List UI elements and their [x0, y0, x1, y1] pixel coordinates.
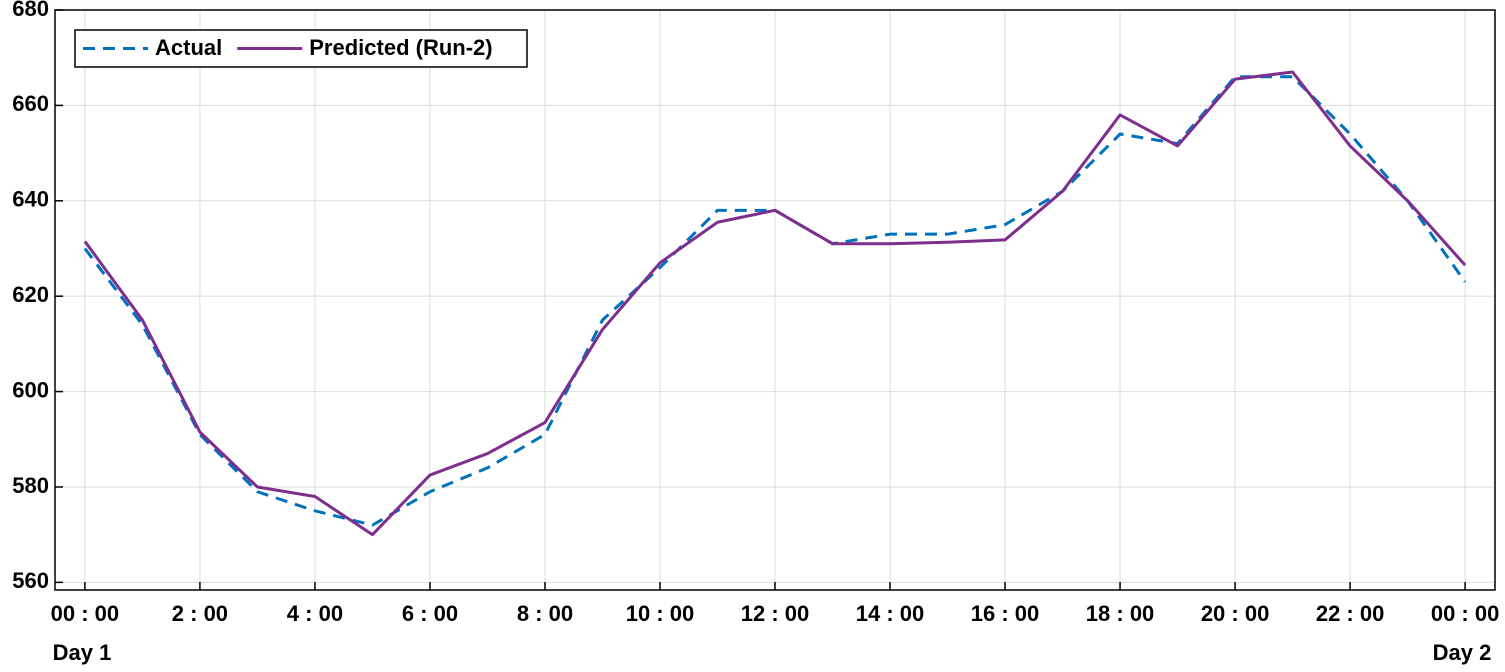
x-tick-label: 18 : 00: [1086, 601, 1155, 626]
x-tick-label: 20 : 00: [1201, 601, 1270, 626]
y-tick-label: 580: [12, 473, 49, 498]
x-tick-label: 6 : 00: [402, 601, 458, 626]
x-tick-label: 10 : 00: [626, 601, 695, 626]
y-tick-label: 660: [12, 91, 49, 116]
x-tick-label: 00 : 00: [1431, 601, 1500, 626]
y-tick-label: 560: [12, 568, 49, 593]
y-tick-label: 620: [12, 282, 49, 307]
series-line: [83, 70, 1467, 537]
x-tick-label: 00 : 00: [51, 601, 120, 626]
plot-frame: [54, 9, 1496, 591]
y-tick-label: 600: [12, 377, 49, 402]
x-tick-label: 2 : 00: [172, 601, 228, 626]
x-tick-label: 8 : 00: [517, 601, 573, 626]
legend-label: Predicted (Run-2): [309, 35, 492, 60]
day-1-label: Day 1: [53, 640, 112, 665]
day-2-label: Day 2: [1433, 640, 1492, 665]
y-tick-label: 640: [12, 187, 49, 212]
x-tick-label: 22 : 00: [1316, 601, 1385, 626]
x-tick-label: 4 : 00: [287, 601, 343, 626]
x-tick-label: 16 : 00: [971, 601, 1040, 626]
y-tick-label: 680: [12, 0, 49, 21]
x-tick-label: 12 : 00: [741, 601, 810, 626]
legend-label: Actual: [155, 35, 222, 60]
x-tick-label: 14 : 00: [856, 601, 925, 626]
